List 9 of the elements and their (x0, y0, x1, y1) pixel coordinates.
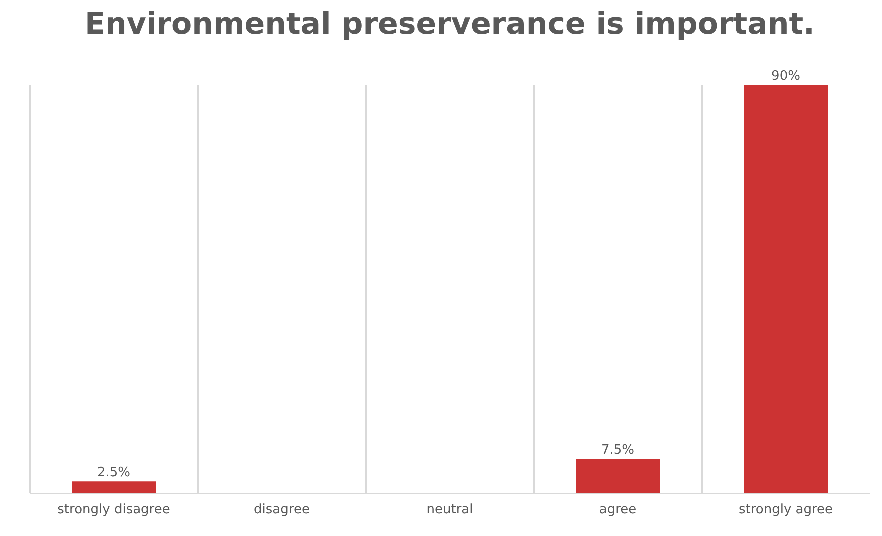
x-tick-label: disagree (254, 502, 310, 518)
chart-title: Environmental preserverance is important. (85, 7, 815, 42)
x-tick-label: neutral (426, 502, 474, 518)
x-tick-label: strongly agree (738, 502, 834, 518)
x-tick-label: strongly disagree (58, 502, 170, 518)
data-label: 7.5% (601, 443, 635, 458)
x-tick-label: agree (599, 502, 637, 518)
data-label: 90% (772, 69, 800, 84)
data-label: 2.5% (97, 466, 131, 481)
